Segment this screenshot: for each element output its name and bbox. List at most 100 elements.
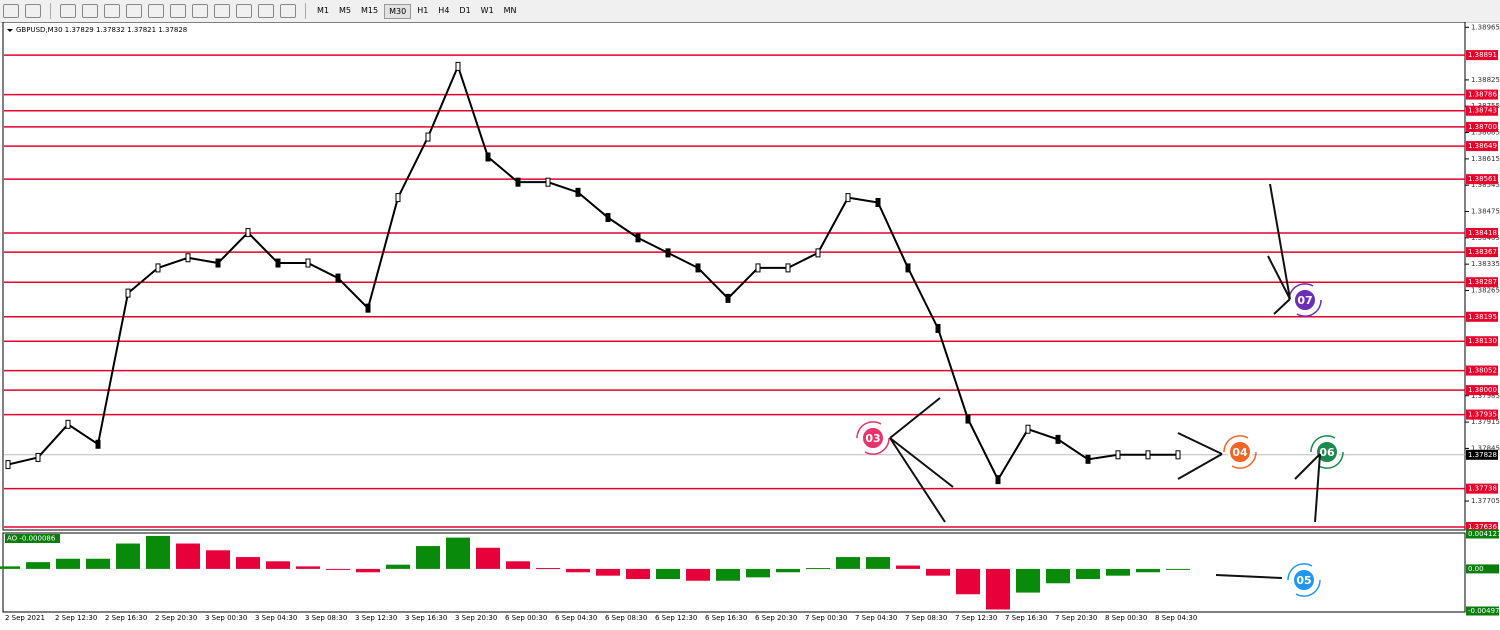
ao-bar <box>326 568 350 570</box>
time-label: 3 Sep 12:30 <box>355 614 397 622</box>
ao-bar <box>206 550 230 569</box>
badge-label: 04 <box>1232 446 1248 459</box>
annotation-arrows <box>889 183 1321 579</box>
text-tool[interactable] <box>170 4 186 18</box>
timeframe-button[interactable]: H1 <box>417 5 429 15</box>
ao-bar <box>1046 568 1070 584</box>
candle <box>185 253 191 263</box>
price-tick-label: 1.38335 <box>1471 260 1500 268</box>
time-label: 7 Sep 16:30 <box>1005 614 1047 622</box>
level-label-bg <box>1466 121 1498 132</box>
badge-circle <box>1293 288 1317 312</box>
timeframe-button[interactable]: D1 <box>459 5 471 15</box>
vline-tool[interactable] <box>60 4 76 18</box>
candle <box>665 248 671 258</box>
price-tick-label: 1.38825 <box>1471 76 1500 84</box>
level-label: 1.38786 <box>1468 91 1497 99</box>
time-label: 6 Sep 08:30 <box>605 614 647 622</box>
ao-bar <box>716 568 740 581</box>
price-tick-label: 1.38615 <box>1471 155 1500 163</box>
indicator-label-bg <box>5 534 60 543</box>
ao-bar <box>566 568 590 573</box>
pitchfork-tool[interactable] <box>236 4 252 18</box>
ao-bar <box>386 564 410 569</box>
ao-bar <box>416 546 440 569</box>
badge-label: 07 <box>1297 294 1312 307</box>
channel-tool[interactable] <box>126 4 142 18</box>
indicator-tick-bg <box>1466 564 1499 574</box>
price-tick-label: 1.37845 <box>1471 444 1500 452</box>
timeframe-button[interactable]: M1 <box>317 5 329 15</box>
candle <box>485 152 491 162</box>
candle <box>515 177 521 187</box>
timeframe-button[interactable]: M15 <box>361 5 379 15</box>
ao-bar <box>656 568 680 580</box>
collapse-arrow[interactable] <box>7 29 13 32</box>
ao-bar <box>26 562 50 569</box>
trendline-tool[interactable] <box>104 4 120 18</box>
rect-tool[interactable] <box>214 4 230 18</box>
level-label: 1.38195 <box>1468 313 1497 321</box>
level-label: 1.37636 <box>1468 523 1497 531</box>
time-label: 2 Sep 2021 <box>5 614 45 622</box>
level-label: 1.38891 <box>1468 51 1497 59</box>
time-label: 3 Sep 20:30 <box>455 614 497 622</box>
level-label-bg <box>1466 311 1498 322</box>
ao-bar <box>686 568 710 581</box>
price-tick-label: 1.38545 <box>1471 181 1500 189</box>
timeframe-button[interactable]: W1 <box>480 5 494 15</box>
cursor-tool[interactable] <box>3 4 19 18</box>
ao-bar <box>86 558 110 569</box>
indicator-tick-bg <box>1466 529 1499 539</box>
current-price-bg <box>1466 449 1498 460</box>
ao-bar <box>266 561 290 569</box>
indicator-tick-label: 0.004127 <box>1468 530 1500 538</box>
candle <box>575 187 581 197</box>
level-label-bg <box>1466 227 1498 238</box>
price-tick-label: 1.37915 <box>1471 418 1500 426</box>
candle <box>815 248 821 258</box>
candle <box>155 263 161 273</box>
time-label: 6 Sep 00:30 <box>505 614 547 622</box>
gann-tool[interactable] <box>258 4 274 18</box>
candle <box>1025 424 1031 434</box>
timeframes: M1 M5 M15 M30 H1 H4 D1 W1 MN <box>312 3 522 19</box>
hline-tool[interactable] <box>82 4 98 18</box>
candle <box>1085 454 1091 464</box>
badge-ring <box>1310 435 1336 453</box>
level-label: 1.37738 <box>1468 485 1497 493</box>
badge-ring <box>1223 435 1249 453</box>
ao-bar <box>116 543 140 569</box>
candle <box>605 213 611 223</box>
timeframe-button[interactable]: H4 <box>438 5 450 15</box>
candle <box>245 228 251 238</box>
level-label: 1.38130 <box>1468 337 1497 345</box>
indicator-tick-label: -0.004978 <box>1468 607 1500 615</box>
timeframe-button[interactable]: MN <box>503 5 517 15</box>
level-label: 1.38367 <box>1468 248 1497 256</box>
ao-bar <box>866 557 890 569</box>
arrows-tool[interactable] <box>280 4 296 18</box>
time-label: 7 Sep 20:30 <box>1055 614 1097 622</box>
crosshair-tool[interactable] <box>25 4 41 18</box>
badge: 06 <box>1310 435 1344 469</box>
timeframe-button[interactable]: M30 <box>384 3 412 19</box>
ao-bar <box>56 558 80 569</box>
ao-bar <box>536 568 560 570</box>
ao-bar <box>1136 568 1160 573</box>
timeframe-button[interactable]: M5 <box>339 5 351 15</box>
level-label-bg <box>1466 141 1498 152</box>
level-label: 1.38287 <box>1468 278 1497 286</box>
candle <box>905 263 911 273</box>
candle <box>785 263 791 273</box>
label-tool[interactable] <box>192 4 208 18</box>
time-label: 6 Sep 04:30 <box>555 614 597 622</box>
candle <box>935 323 941 333</box>
level-label-bg <box>1466 483 1498 494</box>
time-label: 2 Sep 20:30 <box>155 614 197 622</box>
fibo-tool[interactable] <box>148 4 164 18</box>
time-label: 6 Sep 20:30 <box>755 614 797 622</box>
time-label: 3 Sep 04:30 <box>255 614 297 622</box>
level-label-bg <box>1466 89 1498 100</box>
